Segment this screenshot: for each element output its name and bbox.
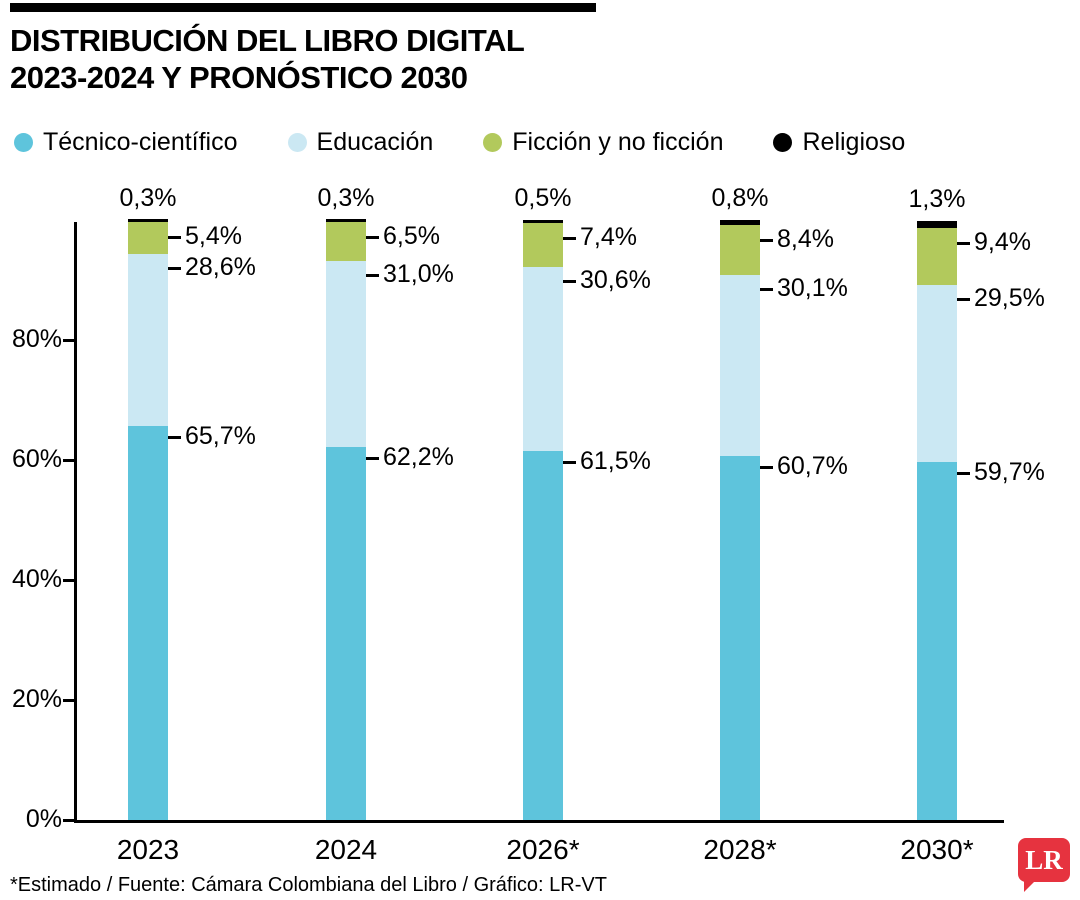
legend-label: Educación	[316, 128, 434, 156]
legend-swatch-icon	[773, 133, 793, 152]
x-tick-label: 2024	[314, 834, 378, 865]
value-tick	[957, 242, 970, 246]
y-axis-tick-label: 80%	[11, 325, 62, 353]
page-title-line1: DISTRIBUCIÓN DEL LIBRO DIGITAL	[10, 23, 525, 58]
value-label: 30,6%	[580, 266, 651, 295]
value-tick	[957, 297, 970, 301]
value-tick	[563, 237, 576, 240]
value-label: 31,0%	[383, 259, 454, 288]
bar-segment	[917, 228, 957, 285]
bar-segment	[523, 220, 563, 223]
bar-segment	[326, 446, 366, 820]
bar-segment	[128, 221, 168, 255]
x-axis-line	[74, 820, 1004, 823]
legend-label: Religioso	[802, 128, 906, 156]
legend-label: Técnico-científico	[43, 128, 238, 156]
legend-item-1: Técnico-científico	[14, 128, 238, 157]
value-tick	[957, 471, 970, 475]
value-tick	[366, 273, 379, 277]
legend-item-3: Ficción y no ficción	[483, 128, 723, 157]
value-label: 7,4%	[580, 223, 637, 251]
value-tick	[563, 461, 576, 464]
y-axis-tick	[63, 459, 74, 462]
value-label: 8,4%	[777, 224, 834, 253]
value-label: 65,7%	[185, 421, 256, 450]
value-tick	[168, 435, 181, 439]
value-tick	[563, 280, 576, 284]
bar-segment	[917, 220, 957, 229]
x-tick-label: 2023	[116, 834, 180, 865]
y-axis-tick	[63, 579, 74, 582]
value-tick	[168, 267, 181, 271]
legend-item-2: Educación	[287, 128, 434, 157]
value-label: 6,5%	[383, 221, 440, 250]
legend-swatch-icon	[483, 133, 503, 152]
bar-segment	[523, 267, 563, 451]
page-title: DISTRIBUCIÓN DEL LIBRO DIGITAL 2023-2024…	[10, 22, 525, 96]
value-label-religioso: 0,8%	[711, 184, 769, 212]
bar-segment	[326, 221, 366, 261]
lr-logo-text: LR	[1025, 844, 1063, 875]
x-tick-label: 2026*	[506, 834, 580, 865]
y-axis-tick	[63, 819, 74, 822]
y-axis-tick	[63, 699, 74, 702]
x-tick-label: 2030*	[900, 834, 974, 865]
value-tick	[366, 235, 379, 239]
value-tick	[760, 238, 773, 242]
title-rule	[10, 3, 596, 12]
value-label-religioso: 1,3%	[908, 184, 966, 213]
value-label: 9,4%	[974, 228, 1031, 257]
legend-swatch-icon	[287, 133, 307, 152]
value-tick	[760, 288, 773, 292]
y-axis-tick	[63, 339, 74, 342]
bar-segment	[523, 223, 563, 268]
value-tick	[760, 465, 773, 469]
value-label: 60,7%	[777, 451, 848, 480]
page-title-line2: 2023-2024 Y PRONÓSTICO 2030	[10, 60, 468, 95]
value-label: 62,2%	[383, 442, 454, 471]
bar-segment	[720, 275, 760, 456]
y-axis-tick-label: 40%	[11, 565, 62, 593]
bar-segment	[720, 455, 760, 820]
y-axis-tick-label: 0%	[25, 805, 62, 833]
lr-logo: LR	[1018, 838, 1070, 892]
y-axis-tick-label: 60%	[11, 445, 62, 473]
legend-item-4: Religioso	[773, 128, 905, 157]
value-label: 30,1%	[777, 274, 848, 303]
value-label-religioso: 0,3%	[317, 184, 375, 212]
bar-segment	[326, 218, 366, 222]
value-tick	[366, 456, 379, 460]
bar-segment	[917, 284, 957, 462]
bar-segment	[326, 260, 366, 447]
value-label-religioso: 0,5%	[514, 184, 572, 212]
legend-swatch-icon	[14, 133, 33, 152]
value-tick	[168, 235, 181, 239]
bar-segment	[128, 254, 168, 426]
legend: Técnico-científico Educación Ficción y no …	[14, 128, 905, 157]
bar-segment	[128, 218, 168, 222]
value-label: 29,5%	[974, 283, 1045, 312]
bar-segment	[128, 425, 168, 820]
y-axis-line	[74, 222, 77, 822]
value-label: 61,5%	[580, 447, 651, 475]
bar-segment	[720, 224, 760, 276]
bar-segment	[720, 220, 760, 225]
y-axis-tick-label: 20%	[11, 685, 62, 713]
legend-label: Ficción y no ficción	[512, 128, 724, 156]
bar-segment	[917, 461, 957, 820]
value-label-religioso: 0,3%	[119, 184, 177, 212]
value-label: 59,7%	[974, 457, 1045, 486]
x-tick-label: 2028*	[703, 834, 777, 865]
bar-segment	[523, 451, 563, 820]
value-label: 28,6%	[185, 253, 256, 282]
source-note: *Estimado / Fuente: Cámara Colombiana de…	[10, 874, 607, 896]
value-label: 5,4%	[185, 221, 242, 250]
